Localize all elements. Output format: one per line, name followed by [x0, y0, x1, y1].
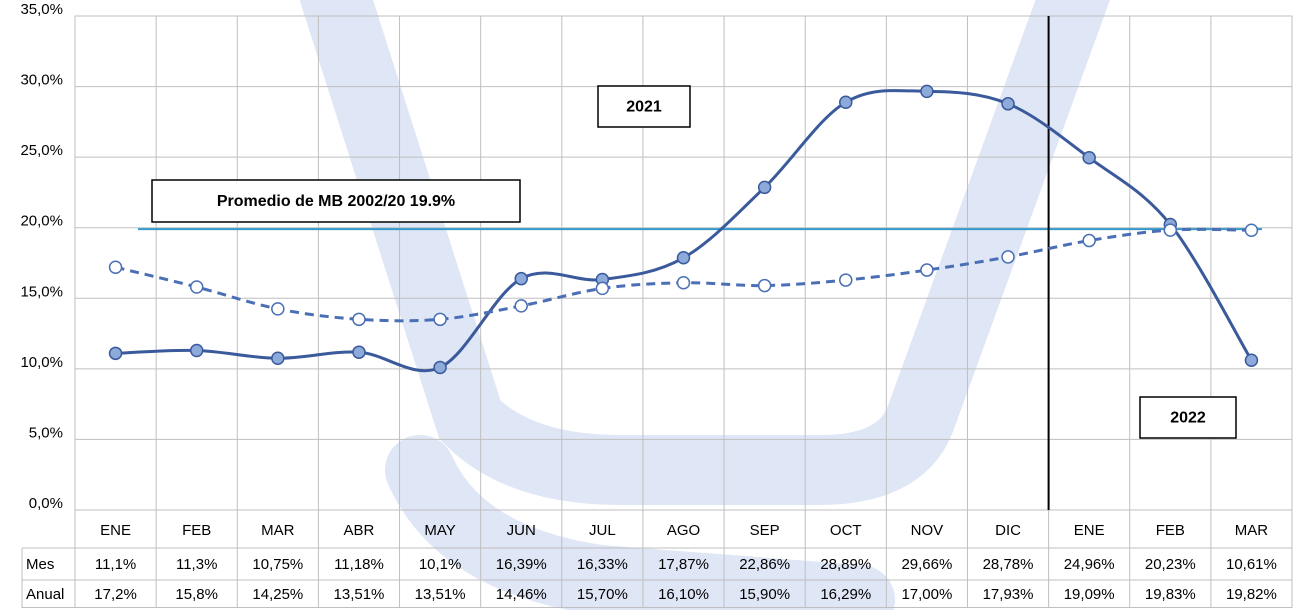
point [1163, 223, 1178, 237]
point [1244, 353, 1259, 367]
table-cell: 17,93% [983, 586, 1034, 603]
point [676, 251, 691, 265]
table-cell: 14,46% [496, 586, 547, 603]
table-cell: 17,00% [901, 586, 952, 603]
table-cell: 19,83% [1145, 586, 1196, 603]
y-tick-label: 25,0% [20, 142, 63, 159]
table-cell: 28,89% [820, 556, 871, 573]
y-tick-label: 15,0% [20, 283, 63, 300]
annotation-box [1139, 396, 1237, 439]
point [1001, 97, 1015, 111]
x-tick-label: OCT [830, 522, 862, 539]
table-cell: 11,3% [176, 556, 217, 573]
annotation-box [597, 85, 691, 128]
table-cell: 11,1% [95, 556, 136, 573]
x-tick-label: NOV [911, 522, 944, 539]
table-cell: 10,75% [252, 556, 303, 573]
x-tick-label: ENE [100, 522, 131, 539]
reference-label-box [151, 179, 521, 223]
y-tick-label: 35,0% [20, 1, 63, 18]
table-cell: 15,70% [577, 586, 628, 603]
point [839, 95, 853, 109]
point [920, 84, 934, 99]
point [352, 312, 366, 327]
table-cell: 20,23% [1145, 556, 1196, 573]
table-cell: 10,1% [419, 556, 462, 573]
x-tick-label: JUN [507, 522, 536, 539]
series-line [115, 227, 1252, 323]
watermark-tail [385, 435, 895, 610]
point [920, 263, 934, 277]
annotation: 2021 [626, 99, 662, 116]
point [757, 180, 772, 195]
plot-border [74, 15, 1293, 511]
point [1244, 223, 1259, 238]
table-cell: 29,66% [901, 556, 952, 573]
x-tick-label: MAR [1235, 522, 1269, 539]
x-tick-label: MAY [424, 522, 455, 539]
table-cell: 22,86% [739, 556, 790, 573]
reference-label: Promedio de MB 2002/20 19.9% [217, 193, 455, 210]
x-tick-label: FEB [182, 522, 211, 539]
x-tick-label: AGO [667, 522, 700, 539]
x-tick-label: DIC [995, 522, 1021, 539]
point [514, 299, 528, 313]
point [352, 345, 366, 359]
x-tick-label: JUL [589, 522, 616, 539]
point [1001, 250, 1015, 264]
y-tick-label: 5,0% [29, 424, 63, 441]
table-cell: 15,8% [175, 586, 218, 603]
y-tick-label: 10,0% [20, 354, 63, 371]
table-cell: 16,39% [496, 556, 547, 573]
table-cell: 19,09% [1064, 586, 1115, 603]
point [108, 346, 123, 361]
table-cell: 19,82% [1226, 586, 1277, 603]
point [271, 302, 285, 316]
point [433, 312, 447, 327]
point [595, 281, 610, 296]
x-tick-label: ABR [344, 522, 375, 539]
table-cell: 13,51% [415, 586, 466, 603]
point [839, 273, 853, 287]
table-cell: 11,18% [334, 556, 384, 573]
point [676, 276, 691, 290]
point [433, 360, 447, 375]
table-cell: 16,33% [577, 556, 628, 573]
point [189, 343, 204, 358]
watermark-u [299, 0, 1110, 505]
x-tick-label: ENE [1074, 522, 1105, 539]
table-cell: 17,87% [658, 556, 709, 573]
x-tick-label: SEP [750, 522, 780, 539]
point [1082, 150, 1096, 165]
y-tick-label: 20,0% [20, 213, 63, 230]
table-cell: 14,25% [252, 586, 303, 603]
y-tick-label: 30,0% [20, 72, 63, 89]
point [1082, 233, 1096, 248]
table-cell: 16,29% [820, 586, 871, 603]
series-line [115, 88, 1253, 373]
table-cell: 10,61% [1226, 556, 1277, 573]
x-tick-label: MAR [261, 522, 295, 539]
point [514, 271, 528, 286]
table-cell: 13,51% [334, 586, 385, 603]
point [189, 280, 204, 294]
x-tick-label: FEB [1156, 522, 1185, 539]
y-tick-label: 0,0% [29, 495, 63, 512]
point [108, 260, 123, 274]
table-row-label: Mes [26, 556, 54, 573]
annotation: 2022 [1170, 410, 1206, 427]
point [271, 351, 285, 366]
table-row-label: Anual [26, 586, 64, 603]
table-cell: 15,90% [739, 586, 790, 603]
table-cell: 16,10% [658, 586, 709, 603]
point [757, 278, 772, 293]
table-cell: 24,96% [1064, 556, 1115, 573]
table-cell: 28,78% [983, 556, 1034, 573]
watermark [299, 0, 1110, 610]
table-cell: 17,2% [94, 586, 137, 603]
